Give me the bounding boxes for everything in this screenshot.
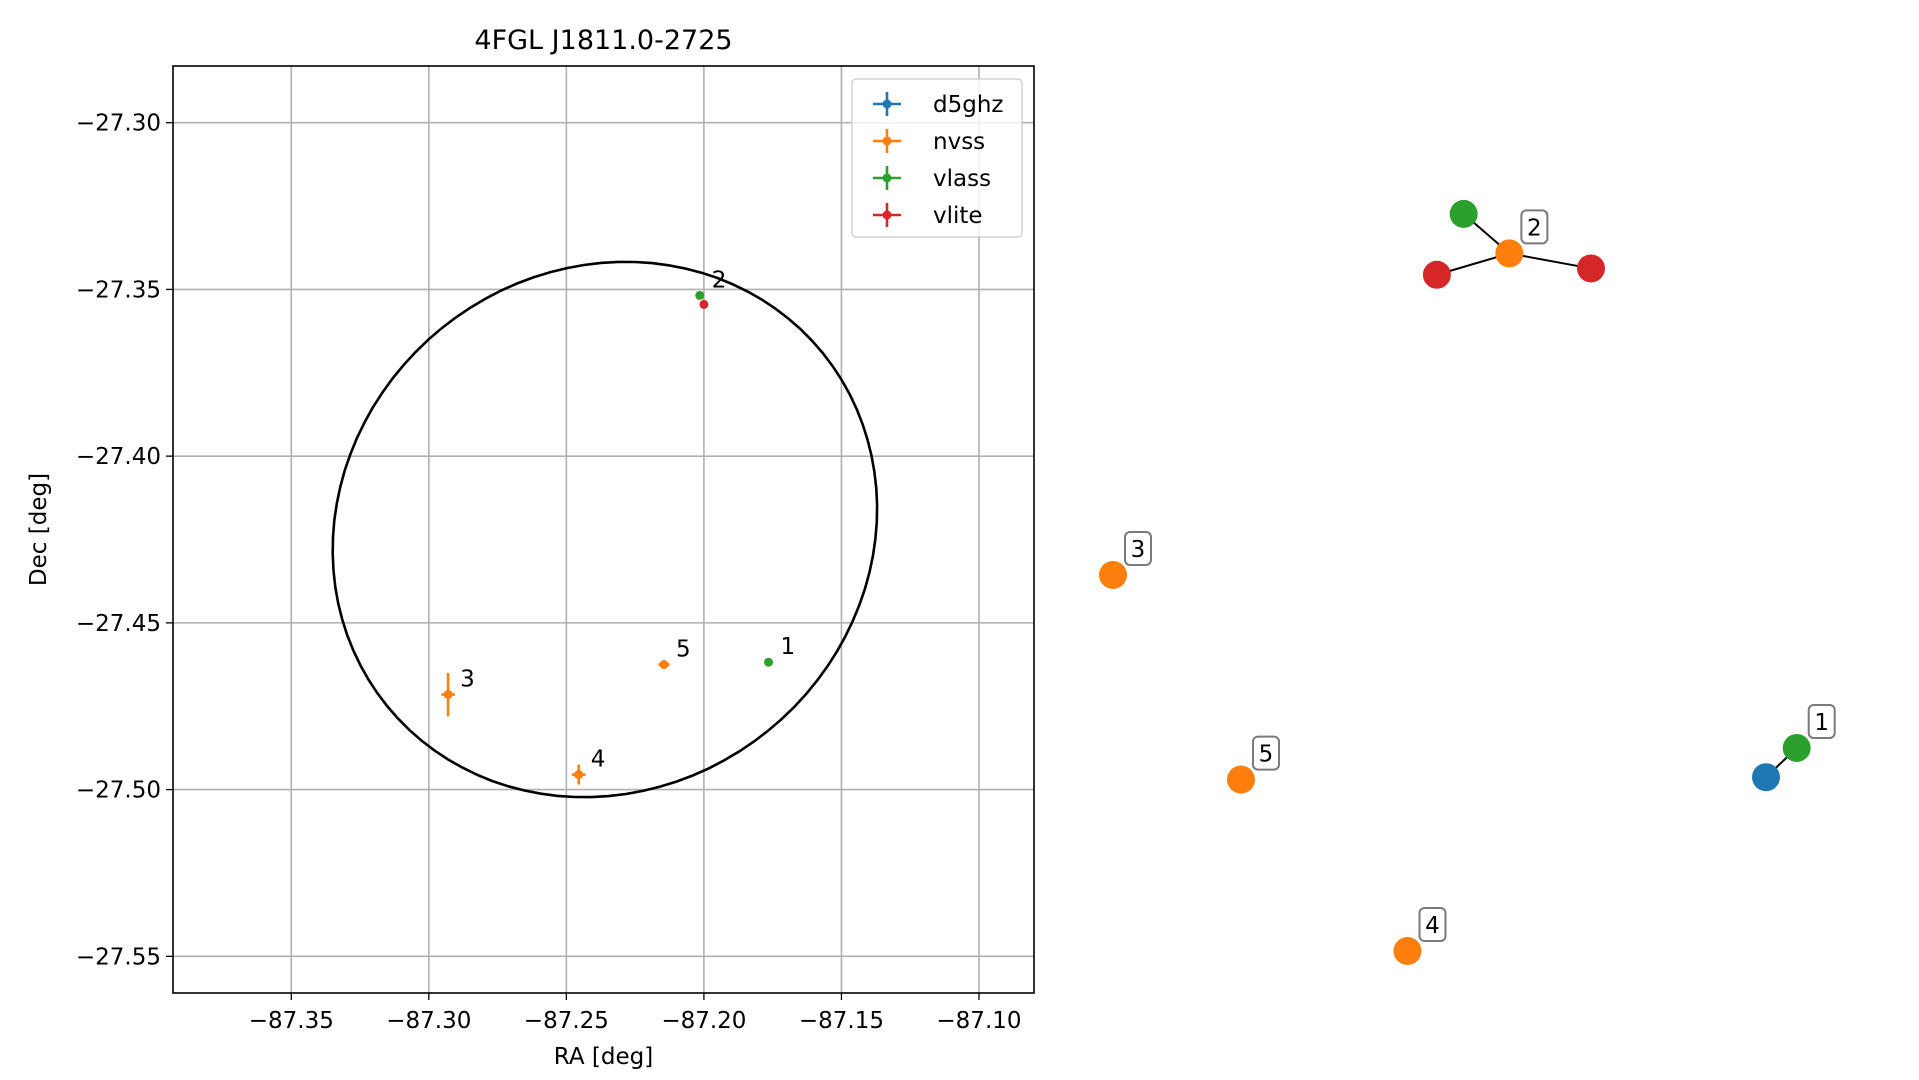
node-label-box xyxy=(1251,735,1280,771)
node-label-text: 1 xyxy=(1814,710,1829,736)
node-layer xyxy=(1099,199,1811,965)
grid-layer xyxy=(173,66,1034,993)
node-label-text: 5 xyxy=(1259,742,1274,768)
points-layer xyxy=(441,290,774,785)
legend-label: d5ghz xyxy=(933,92,1003,118)
axes-frame xyxy=(172,65,1035,994)
graph-node xyxy=(1495,239,1524,268)
y-tick-label: −27.30 xyxy=(76,111,161,137)
x-tick-label: −87.25 xyxy=(524,1008,609,1034)
legend-entry-vlite: vlite xyxy=(873,203,983,229)
node-label: 2 xyxy=(1520,209,1549,245)
y-axis-label: Dec [deg] xyxy=(26,473,52,586)
legend: d5ghz nvss vlass vlite xyxy=(851,78,1023,238)
node-label-box xyxy=(1807,703,1836,739)
y-tick-label: −27.40 xyxy=(76,444,161,470)
point-label: 4 xyxy=(591,747,606,773)
x-tick-label: −87.15 xyxy=(799,1008,884,1034)
point-label: 2 xyxy=(712,267,727,293)
node-label: 4 xyxy=(1418,907,1447,942)
legend-entry-d5ghz: d5ghz xyxy=(873,92,1003,118)
vlass-point xyxy=(764,657,774,667)
legend-marker xyxy=(882,173,892,183)
y-tick-layer: −27.30 −27.35 −27.40 −27.45 −27.50 −27.55 xyxy=(76,111,173,970)
nvss-point xyxy=(441,672,455,717)
point-label: 5 xyxy=(676,637,691,663)
chart-title: 4FGL J1811.0-2725 xyxy=(474,25,732,56)
node-label: 3 xyxy=(1124,530,1152,566)
graph-node xyxy=(1752,763,1780,792)
node-label-text: 4 xyxy=(1425,913,1440,939)
legend-entry-vlass: vlass xyxy=(873,166,991,192)
node-label: 1 xyxy=(1807,703,1836,739)
nvss-marker xyxy=(443,690,453,700)
vlass-marker xyxy=(764,657,774,667)
nvss-marker xyxy=(659,660,669,670)
legend-marker xyxy=(882,210,892,220)
legend-label: vlite xyxy=(933,203,983,229)
vlass-point xyxy=(695,290,705,300)
graph-node xyxy=(1393,937,1422,965)
graph-node xyxy=(1099,560,1127,589)
x-tick-label: −87.10 xyxy=(936,1008,1021,1034)
point-label: 3 xyxy=(460,667,475,693)
x-tick-label: −87.30 xyxy=(386,1008,471,1034)
node-label: 5 xyxy=(1251,735,1280,771)
nvss-point xyxy=(571,764,586,785)
y-tick-label: −27.35 xyxy=(76,277,161,303)
node-label-text: 2 xyxy=(1527,215,1542,241)
legend-marker xyxy=(882,136,892,146)
node-label-text: 3 xyxy=(1131,537,1146,563)
x-axis-label: RA [deg] xyxy=(554,1044,653,1070)
network-panel: 1 2 3 4 5 xyxy=(1099,199,1836,965)
nvss-marker xyxy=(574,770,584,780)
legend-entry-nvss: nvss xyxy=(873,129,985,155)
y-tick-label: −27.50 xyxy=(76,778,161,804)
y-tick-label: −27.55 xyxy=(76,944,161,970)
x-tick-layer: −87.35 −87.30 −87.25 −87.20 −87.15 −87.10 xyxy=(249,993,1022,1034)
node-label-box xyxy=(1418,907,1447,942)
node-label-layer: 1 2 3 4 5 xyxy=(1124,209,1836,942)
legend-box xyxy=(851,78,1023,238)
graph-node xyxy=(1576,254,1605,283)
legend-marker xyxy=(882,99,892,109)
vlite-marker xyxy=(699,299,709,309)
vlass-marker xyxy=(695,290,705,300)
legend-label: nvss xyxy=(933,129,985,155)
point-label: 1 xyxy=(781,634,796,660)
nvss-point xyxy=(658,660,670,670)
graph-node xyxy=(1449,199,1478,228)
y-tick-label: −27.45 xyxy=(76,611,161,637)
x-tick-label: −87.20 xyxy=(661,1008,746,1034)
legend-label: vlass xyxy=(933,166,991,192)
graph-node xyxy=(1782,733,1811,762)
graph-node xyxy=(1422,260,1451,289)
node-label-box xyxy=(1520,209,1549,245)
legend-entries: d5ghz nvss vlass vlite xyxy=(873,92,1003,229)
graph-node xyxy=(1226,765,1255,794)
x-tick-label: −87.35 xyxy=(249,1008,334,1034)
node-label-box xyxy=(1124,530,1152,566)
annotation-layer: 1 2 3 4 5 xyxy=(460,267,795,772)
error-ellipse xyxy=(331,260,879,799)
ellipse-layer xyxy=(331,260,879,799)
vlite-point xyxy=(699,299,709,309)
